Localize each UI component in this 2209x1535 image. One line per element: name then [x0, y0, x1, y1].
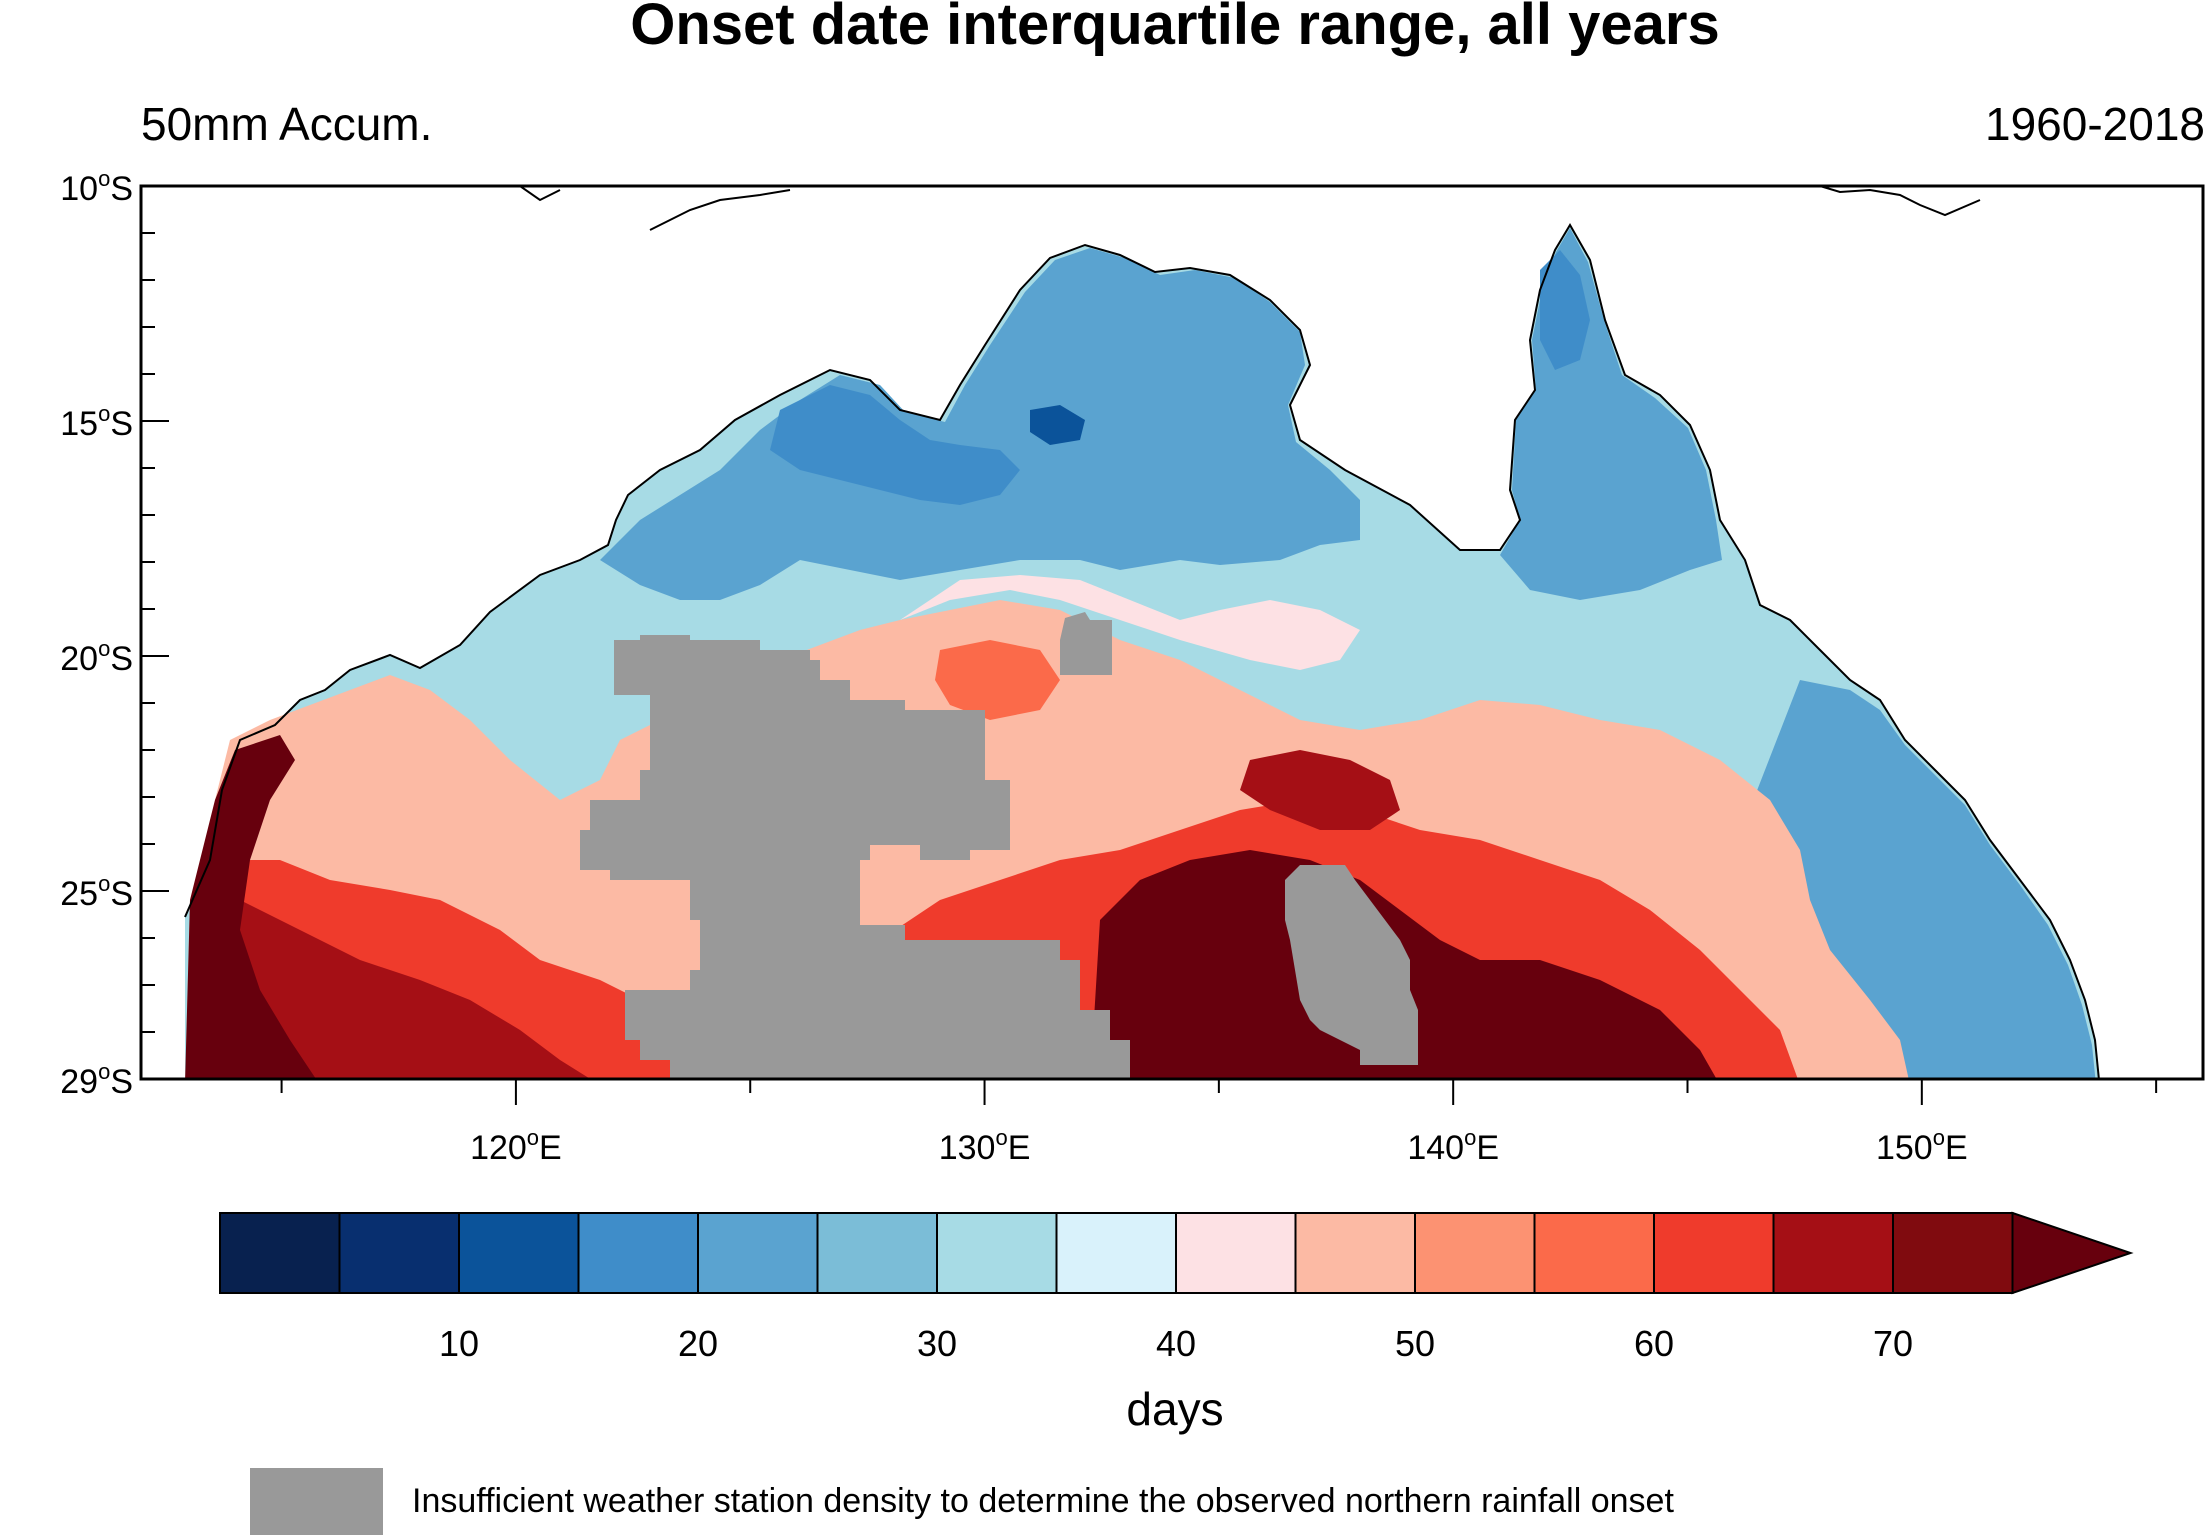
light-pink-band: [900, 575, 1360, 670]
colorbar: 10 20 30 40 50 60 70: [219, 1211, 2134, 1364]
colorbar-swatch: [219, 1212, 341, 1294]
lat-tick-label: 25oS: [60, 871, 133, 913]
latitude-axis: 10oS 15oS 20oS 25oS 29oS: [60, 166, 169, 1101]
colorbar-swatch: [577, 1212, 699, 1294]
coastline: [184, 223, 2100, 1079]
map-frame: [139, 184, 2205, 1081]
colorbar-tick-label: 70: [1873, 1323, 1913, 1364]
colorbar-swatch: [338, 1212, 460, 1294]
colorbar-tick-label: 30: [917, 1323, 957, 1364]
darkest-blue-patch: [1030, 405, 1085, 445]
grey-legend-text: Insufficient weather station density to …: [412, 1482, 1674, 1520]
lon-tick-label: 130oE: [939, 1125, 1031, 1167]
darkest-red-west: [185, 735, 316, 1079]
new-guinea-coast: [1819, 186, 1981, 217]
colorbar-tick-label: 10: [439, 1323, 479, 1364]
grey-mask-main: [580, 635, 1130, 1079]
subtitle-left: 50mm Accum.: [141, 98, 432, 150]
dark-red-south: [200, 880, 591, 1079]
colorbar-swatch: [1294, 1212, 1416, 1294]
colorbar-tick-label: 40: [1156, 1323, 1196, 1364]
colorbar-swatch: [1055, 1212, 1177, 1294]
dark-red-ne-patch: [1240, 750, 1400, 830]
lat-tick-label: 20oS: [60, 636, 133, 678]
grey-mask-east: [1285, 865, 1418, 1065]
colorbar-swatch: [1772, 1212, 1894, 1294]
longitude-axis: 120oE 130oE 140oE 150oE: [280, 1079, 2158, 1167]
lon-tick-label: 140oE: [1407, 1125, 1499, 1167]
red-mid-patch: [935, 640, 1060, 720]
lon-tick-label: 150oE: [1876, 1125, 1968, 1167]
colorbar-swatch: [458, 1212, 580, 1294]
lat-tick-label: 29oS: [60, 1059, 133, 1101]
colorbar-tick-label: 50: [1395, 1323, 1435, 1364]
lat-tick-label: 10oS: [60, 166, 133, 208]
timor-coast: [519, 186, 791, 231]
colorbar-tick-label: 60: [1634, 1323, 1674, 1364]
colorbar-swatch: [936, 1212, 1058, 1294]
dark-blue-cape-patch: [1540, 250, 1590, 370]
colorbar-label: days: [1126, 1383, 1223, 1435]
colorbar-swatch: [816, 1212, 938, 1294]
map-field: [141, 186, 2203, 1079]
colorbar-swatch: [1175, 1212, 1297, 1294]
colorbar-swatch: [1653, 1212, 1775, 1294]
colorbar-tick-label: 20: [678, 1323, 718, 1364]
grey-legend-swatch: [250, 1468, 383, 1535]
colorbar-arrow: [2011, 1211, 2134, 1295]
colorbar-swatch: [1414, 1212, 1536, 1294]
colorbar-swatch: [697, 1212, 819, 1294]
grey-mask-north: [1060, 612, 1112, 675]
lon-tick-label: 120oE: [470, 1125, 562, 1167]
colorbar-swatch: [1533, 1212, 1655, 1294]
dark-blue-patch: [770, 385, 1020, 505]
blue-north-band: [600, 248, 1360, 600]
map-title: Onset date interquartile range, all year…: [630, 0, 1720, 57]
subtitle-right: 1960-2018: [1985, 98, 2205, 150]
colorbar-swatch: [1892, 1212, 2014, 1294]
lat-tick-label: 15oS: [60, 401, 133, 443]
